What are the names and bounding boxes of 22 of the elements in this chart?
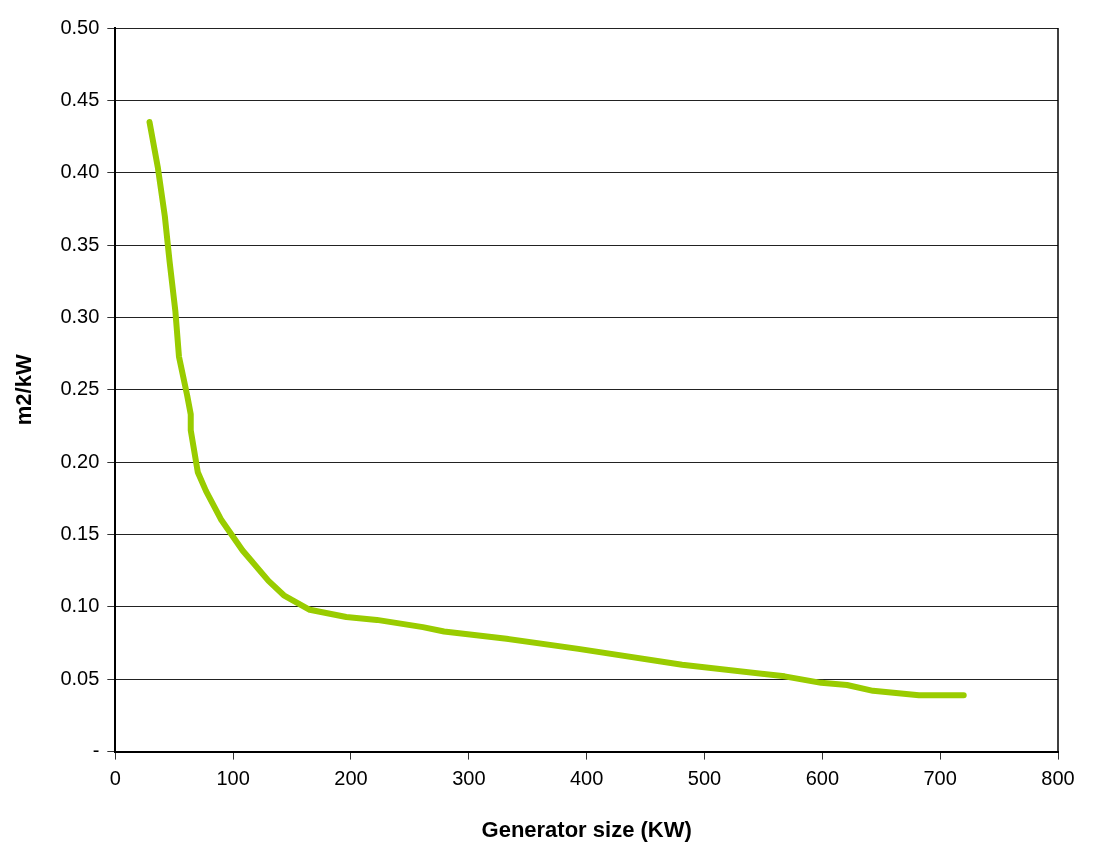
x-tick-label: 500	[687, 767, 722, 790]
x-tick-label: 400	[569, 767, 604, 790]
y-tick-label: 0.20	[60, 449, 100, 472]
x-tick-label: 0	[109, 767, 121, 790]
y-tick-label: 0.50	[60, 15, 100, 38]
y-tick-label: 0.25	[60, 377, 100, 400]
x-tick-label: 300	[452, 767, 486, 790]
x-tick-label: 100	[216, 767, 250, 790]
y-tick-label: -	[92, 739, 100, 762]
x-tick-label: 600	[805, 767, 840, 790]
y-tick-label: 0.05	[60, 666, 100, 689]
y-tick-label: 0.35	[60, 232, 100, 255]
x-axis-title: Generator size (KW)	[481, 816, 692, 842]
x-tick-label: 800	[1041, 767, 1075, 790]
y-tick-label: 0.10	[60, 594, 100, 617]
y-tick-label: 0.30	[60, 304, 100, 327]
y-tick-label: 0.45	[60, 87, 100, 110]
y-tick-label: 0.15	[60, 522, 100, 545]
x-tick-label: 200	[334, 767, 368, 790]
y-axis-title: m2/kW	[11, 354, 37, 426]
x-tick-label: 700	[923, 767, 957, 790]
y-tick-label: 0.40	[60, 160, 100, 183]
